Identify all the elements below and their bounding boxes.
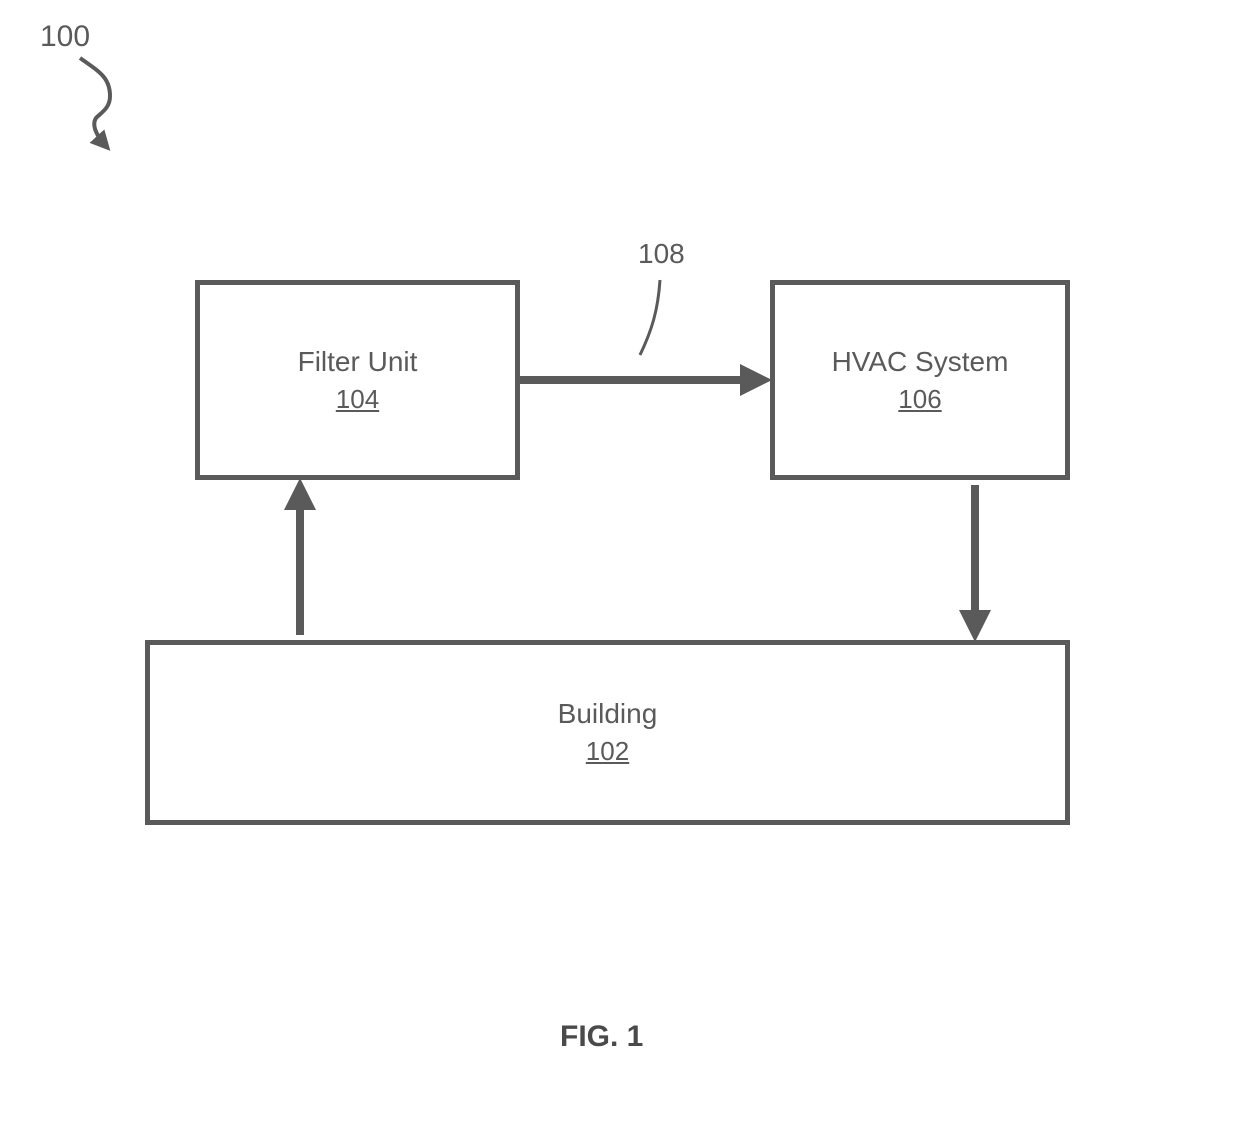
building-title: Building <box>558 698 658 730</box>
arrow-label-108: 108 <box>638 238 685 270</box>
hvac-system-box: HVAC System 106 <box>770 280 1070 480</box>
building-ref: 102 <box>586 736 629 767</box>
filter-unit-box: Filter Unit 104 <box>195 280 520 480</box>
arrows-overlay <box>0 0 1240 1139</box>
filter-unit-ref: 104 <box>336 384 379 415</box>
hvac-system-ref: 106 <box>898 384 941 415</box>
filter-unit-title: Filter Unit <box>298 346 418 378</box>
diagram-container: 100 Filter Unit 104 HVAC System 106 Buil… <box>0 0 1240 1139</box>
figure-caption: FIG. 1 <box>560 1020 643 1054</box>
building-box: Building 102 <box>145 640 1070 825</box>
hvac-system-title: HVAC System <box>832 346 1009 378</box>
figure-reference-100: 100 <box>40 20 90 54</box>
